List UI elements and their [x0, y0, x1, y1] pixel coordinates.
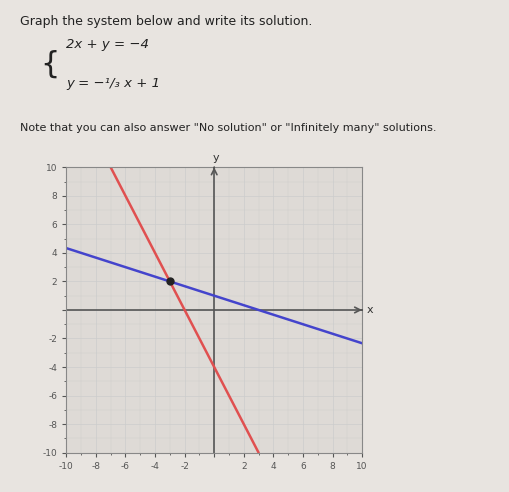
Text: Graph the system below and write its solution.: Graph the system below and write its sol… — [20, 15, 312, 28]
Text: y = −¹/₃ x + 1: y = −¹/₃ x + 1 — [66, 77, 160, 90]
Text: {: { — [41, 50, 70, 78]
Text: 2x + y = −4: 2x + y = −4 — [66, 38, 149, 51]
Text: Note that you can also answer "No solution" or "Infinitely many" solutions.: Note that you can also answer "No soluti… — [20, 123, 436, 133]
Text: x: x — [366, 305, 373, 315]
Text: y: y — [213, 153, 219, 163]
